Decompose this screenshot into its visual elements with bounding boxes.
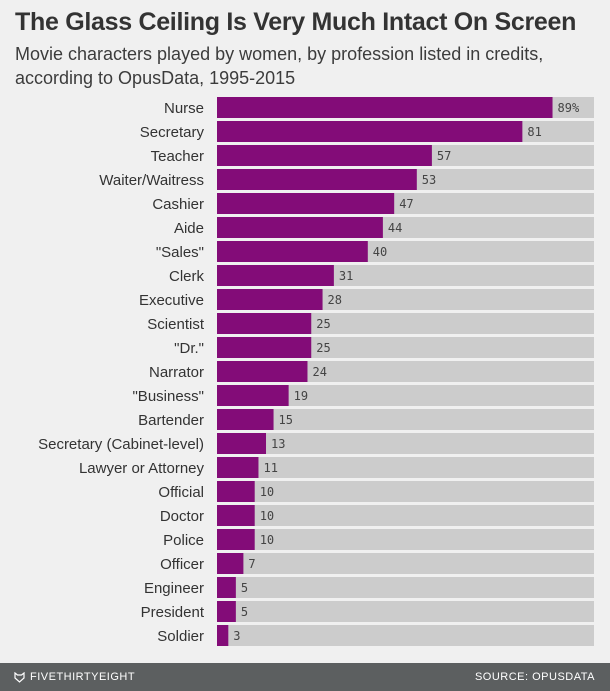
category-label: "Dr." <box>174 340 204 357</box>
chart-title: The Glass Ceiling Is Very Much Intact On… <box>15 8 577 36</box>
category-label: Clerk <box>169 268 205 285</box>
bar <box>217 265 334 286</box>
bar <box>217 337 312 358</box>
category-label: Cashier <box>152 196 204 213</box>
category-label: "Business" <box>132 388 204 405</box>
category-label: Soldier <box>157 628 204 645</box>
value-label: 81 <box>527 125 541 139</box>
category-label: Teacher <box>151 148 204 165</box>
value-label: 44 <box>388 221 402 235</box>
bar <box>217 409 274 430</box>
category-label: Aide <box>174 220 204 237</box>
bar <box>217 553 244 574</box>
category-label: Engineer <box>144 580 204 597</box>
category-label: "Sales" <box>156 244 204 261</box>
bar <box>217 193 395 214</box>
bar-track <box>217 553 594 574</box>
bar <box>217 505 255 526</box>
bar <box>217 385 289 406</box>
fox-logo-icon <box>14 671 25 683</box>
category-label: Lawyer or Attorney <box>79 460 205 477</box>
value-label: 47 <box>399 197 413 211</box>
category-label: Doctor <box>160 508 204 525</box>
category-label: Secretary <box>140 124 205 141</box>
category-label: Nurse <box>164 100 204 117</box>
value-label: 10 <box>260 533 274 547</box>
value-label: 24 <box>312 365 326 379</box>
bar-track <box>217 433 594 454</box>
brand: FIVETHIRTYEIGHT <box>14 671 135 683</box>
bar <box>217 169 417 190</box>
bar <box>217 361 308 382</box>
bar-track <box>217 457 594 478</box>
bar <box>217 241 368 262</box>
value-label: 13 <box>271 437 285 451</box>
brand-name: FIVETHIRTYEIGHT <box>30 671 136 683</box>
value-label: 5 <box>241 581 248 595</box>
value-label: 25 <box>316 317 330 331</box>
bar-track <box>217 577 594 598</box>
bar <box>217 289 323 310</box>
bar <box>217 145 432 166</box>
value-label: 11 <box>263 461 277 475</box>
category-label: Police <box>163 532 204 549</box>
bar <box>217 97 553 118</box>
category-label: President <box>141 604 205 621</box>
value-label: 40 <box>373 245 387 259</box>
value-label: 3 <box>233 629 240 643</box>
value-label: 57 <box>437 149 451 163</box>
bar <box>217 529 255 550</box>
value-label: 53 <box>422 173 436 187</box>
value-label: 25 <box>316 341 330 355</box>
value-label: 5 <box>241 605 248 619</box>
bar <box>217 433 267 454</box>
bar-track <box>217 361 594 382</box>
value-label: 28 <box>328 293 342 307</box>
value-label: 15 <box>279 413 293 427</box>
source-note: SOURCE: OPUSDATA <box>474 671 595 683</box>
category-label: Bartender <box>138 412 204 429</box>
category-label: Scientist <box>147 316 205 333</box>
value-label: 7 <box>248 557 255 571</box>
bar <box>217 217 383 238</box>
category-label: Waiter/Waitress <box>99 172 204 189</box>
category-label: Executive <box>139 292 204 309</box>
value-label: 10 <box>260 485 274 499</box>
bar <box>217 313 312 334</box>
category-label: Narrator <box>149 364 204 381</box>
bar-track <box>217 625 594 646</box>
bar-track <box>217 481 594 502</box>
category-label: Secretary (Cabinet-level) <box>38 436 204 453</box>
bar <box>217 601 236 622</box>
value-label: 19 <box>294 389 308 403</box>
bar <box>217 121 523 142</box>
value-label: 10 <box>260 509 274 523</box>
bar-track <box>217 601 594 622</box>
bar-track <box>217 385 594 406</box>
bar-track <box>217 409 594 430</box>
category-label: Official <box>158 484 204 501</box>
bar-track <box>217 505 594 526</box>
bar <box>217 481 255 502</box>
bar <box>217 577 236 598</box>
footer: FIVETHIRTYEIGHT SOURCE: OPUSDATA <box>0 663 610 691</box>
bar <box>217 625 229 646</box>
category-label: Officer <box>160 556 204 573</box>
bar <box>217 457 259 478</box>
chart-subtitle: Movie characters played by women, by pro… <box>15 44 544 88</box>
bar-track <box>217 529 594 550</box>
value-label: 31 <box>339 269 353 283</box>
value-label: 89% <box>558 101 580 115</box>
